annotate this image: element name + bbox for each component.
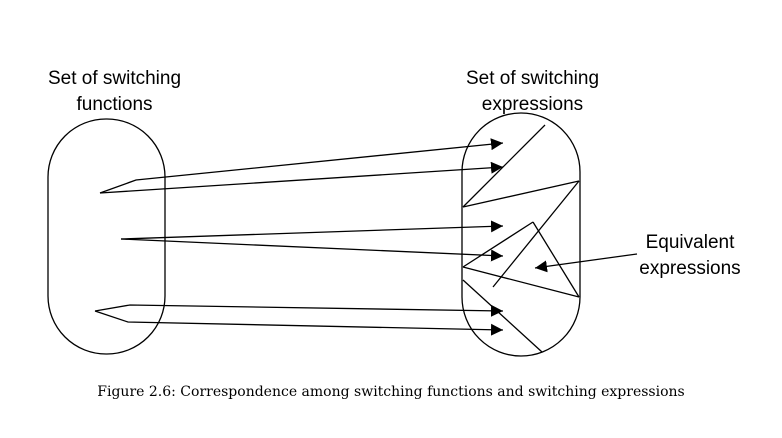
functions-set-label-line2: functions bbox=[76, 94, 153, 115]
partition-line bbox=[492, 180, 580, 288]
mapping-arrow-top-b bbox=[99, 161, 504, 194]
partition-line bbox=[462, 279, 543, 353]
expression-partitions bbox=[462, 124, 580, 353]
expressions-set-shape bbox=[461, 112, 581, 357]
equivalent-label-line2: expressions bbox=[639, 258, 741, 279]
figure-caption: Figure 2.6: Correspondence among switchi… bbox=[97, 384, 685, 400]
mapping-arrow-bot-b bbox=[94, 310, 504, 336]
functions-set-label-line1: Set of switching bbox=[47, 68, 182, 89]
mapping-arrows bbox=[94, 138, 638, 336]
expressions-set-label-line1: Set of switching bbox=[465, 68, 600, 89]
mapping-arrow-bot-a bbox=[94, 304, 504, 317]
mapping-arrow-mid-a bbox=[120, 220, 504, 240]
expressions-set-label: Set of switching expressions bbox=[440, 66, 625, 118]
expressions-set-label-line2: expressions bbox=[481, 94, 584, 115]
mapping-arrow-mid-b bbox=[120, 238, 504, 262]
partition-line bbox=[462, 124, 546, 208]
partition-line bbox=[462, 221, 534, 268]
equivalent-label-line1: Equivalent bbox=[645, 232, 735, 253]
functions-set-shape bbox=[47, 118, 166, 355]
mapping-arrow-top-a bbox=[99, 138, 504, 194]
partition-line bbox=[462, 180, 580, 208]
partition-line bbox=[462, 266, 580, 298]
equivalent-expressions-label: Equivalent expressions bbox=[625, 230, 755, 282]
equivalent-pointer-arrow bbox=[534, 253, 638, 273]
functions-set-label: Set of switching functions bbox=[22, 66, 207, 118]
partition-line bbox=[532, 221, 580, 298]
